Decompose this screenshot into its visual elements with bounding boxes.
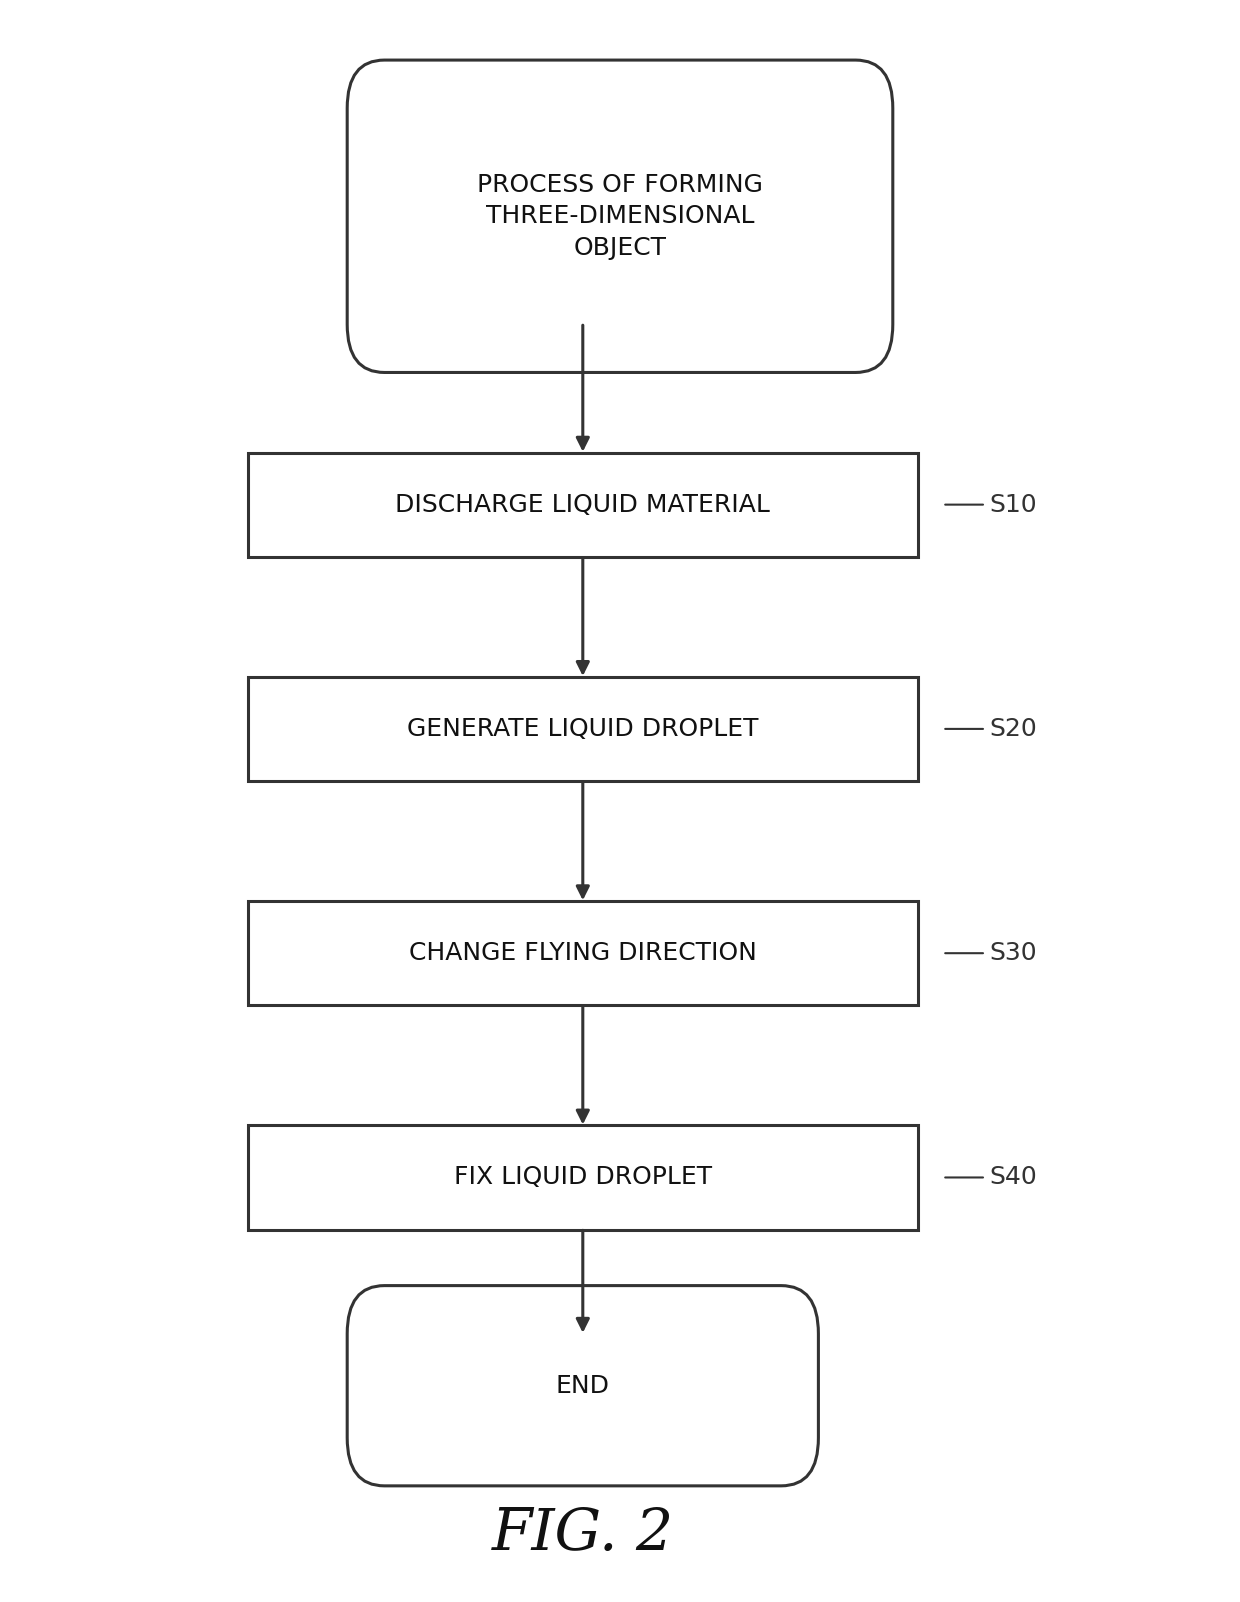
FancyBboxPatch shape: [347, 59, 893, 373]
Text: S40: S40: [990, 1166, 1038, 1189]
Text: DISCHARGE LIQUID MATERIAL: DISCHARGE LIQUID MATERIAL: [396, 493, 770, 516]
Bar: [248, 900, 918, 1006]
Bar: [248, 452, 918, 556]
FancyBboxPatch shape: [347, 1285, 818, 1487]
Text: S10: S10: [990, 493, 1037, 516]
Bar: [248, 676, 918, 780]
Text: CHANGE FLYING DIRECTION: CHANGE FLYING DIRECTION: [409, 942, 756, 964]
Text: FIG. 2: FIG. 2: [492, 1506, 673, 1564]
Text: S30: S30: [990, 942, 1037, 964]
Text: S20: S20: [990, 718, 1038, 740]
Text: GENERATE LIQUID DROPLET: GENERATE LIQUID DROPLET: [407, 718, 759, 740]
Text: FIX LIQUID DROPLET: FIX LIQUID DROPLET: [454, 1166, 712, 1189]
Bar: [248, 1125, 918, 1230]
Text: PROCESS OF FORMING
THREE-DIMENSIONAL
OBJECT: PROCESS OF FORMING THREE-DIMENSIONAL OBJ…: [477, 173, 763, 260]
Text: END: END: [556, 1375, 610, 1397]
